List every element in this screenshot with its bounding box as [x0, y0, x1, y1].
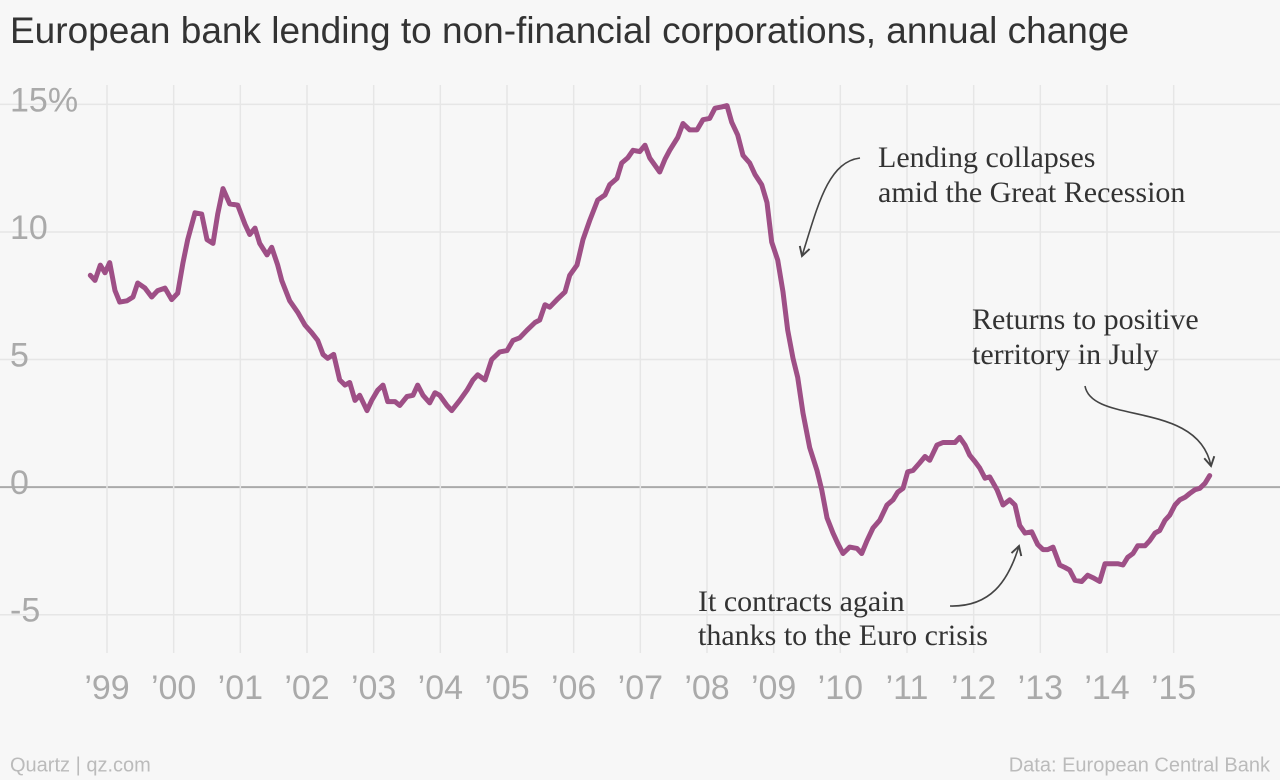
annotation-arrow: [798, 157, 861, 258]
annotation-arrow: [949, 544, 1023, 607]
x-tick-label: ’03: [351, 669, 396, 707]
x-tick-label: ’04: [418, 669, 463, 707]
x-tick-label: ’14: [1084, 669, 1129, 707]
x-tick-label: ’13: [1018, 669, 1063, 707]
x-tick-label: ’02: [284, 669, 329, 707]
annotation-arrow: [1084, 385, 1216, 468]
annotation: territory in July: [972, 338, 1159, 371]
x-tick-label: ’11: [886, 669, 929, 707]
x-tick-label: ’08: [684, 669, 729, 707]
x-tick-label: ’05: [484, 669, 529, 707]
source-right: Data: European Central Bank: [1009, 754, 1271, 776]
annotation: amid the Great Recession: [878, 176, 1185, 209]
x-tick-label: ’15: [1151, 669, 1196, 707]
annotation: Returns to positive: [972, 303, 1199, 336]
annotation: thanks to the Euro crisis: [698, 619, 988, 652]
x-tick-label: ’09: [751, 669, 796, 707]
grid: 15% 10 5 0 -5 ’99 ’00 ’01 ’02 ’03 ’04 ’05 ’06 ’07 ’08 ’…: [0, 81, 1280, 707]
y-tick-label: 5: [10, 337, 29, 375]
x-tick-label: ’07: [618, 669, 663, 707]
plot: [87, 103, 1213, 584]
x-tick-label: ’12: [951, 669, 996, 707]
chart-title: European bank lending to non-financial c…: [10, 10, 1129, 51]
y-tick-label: 0: [10, 464, 29, 502]
y-tick-label: 15%: [10, 81, 78, 119]
source-left: Quartz | qz.com: [10, 754, 151, 776]
y-tick-label: 10: [10, 209, 48, 247]
x-tick-label: ’01: [218, 669, 263, 707]
x-tick-label: ’99: [84, 669, 129, 707]
x-tick-label: ’06: [551, 669, 596, 707]
x-tick-label: ’00: [151, 669, 196, 707]
annotation: Lending collapses: [878, 141, 1095, 174]
y-tick-label: -5: [10, 592, 40, 630]
data-line: [87, 103, 1213, 584]
annotation: It contracts again: [698, 585, 905, 618]
x-tick-label: ’10: [818, 669, 863, 707]
